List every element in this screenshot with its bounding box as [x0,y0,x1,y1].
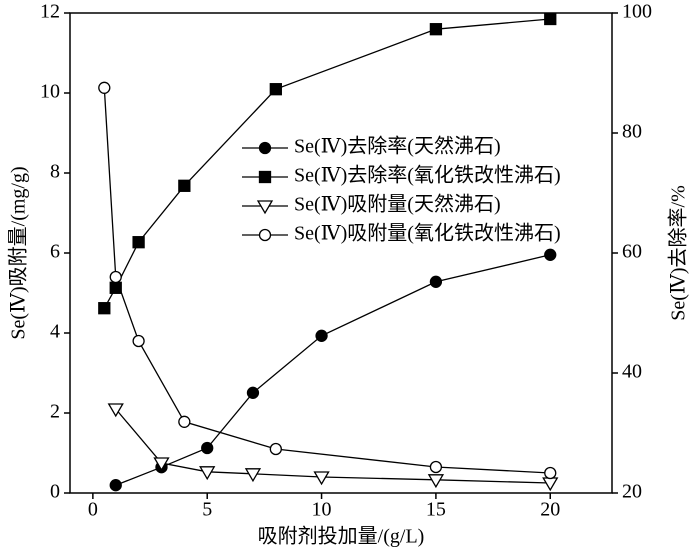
y2-tick-label: 100 [622,1,652,23]
y2-tick-label: 60 [622,241,642,263]
marker [429,23,443,36]
y2-axis-label: Se(Ⅳ)去除率/% [667,185,690,321]
marker [244,468,262,483]
y2-tick-label: 80 [622,121,642,143]
y-axis-label: Se(Ⅳ)吸附量/(mg/g) [7,166,30,339]
marker [178,415,191,428]
y-tick-label: 12 [40,1,60,23]
marker [107,403,124,418]
marker [542,477,559,492]
legend-label: Se(Ⅳ)吸附量(天然沸石) [294,193,501,216]
marker [201,441,214,455]
marker [109,270,122,284]
marker [178,179,191,192]
legend-label: Se(Ⅳ)去除率(氧化铁改性沸石) [294,164,561,187]
series-line [115,254,551,486]
marker [246,386,260,399]
y-tick-label: 10 [40,81,60,103]
legend-label: Se(Ⅳ)去除率(天然沸石) [294,135,501,158]
x-axis-label: 吸附剂投加量/(g/L) [258,525,425,548]
marker [132,236,145,249]
y-tick-label: 6 [50,241,60,263]
marker [544,12,557,26]
marker [199,466,216,481]
series-line [103,18,551,309]
x-tick-label: 10 [312,499,332,521]
marker [98,81,111,94]
y2-tick-label: 20 [622,481,642,503]
x-tick-label: 0 [88,499,98,521]
plot-frame [69,12,613,494]
marker [315,329,328,342]
x-tick-label: 15 [426,499,446,521]
marker [109,479,122,492]
legend-marker [258,228,272,242]
y-tick-label: 0 [50,481,60,503]
marker [313,471,330,486]
y-tick-label: 2 [50,401,60,423]
y-tick-label: 4 [50,321,60,343]
marker [98,302,111,315]
marker [132,334,145,348]
marker [427,474,445,489]
marker [153,457,170,472]
legend-marker [258,141,272,155]
x-tick-label: 5 [202,499,212,521]
x-tick-label: 20 [540,499,560,521]
legend-marker [256,200,274,215]
marker [544,248,557,261]
marker [544,466,557,480]
legend-label: Se(Ⅳ)吸附量(氧化铁改性沸石) [294,222,561,245]
marker [269,442,282,456]
marker [429,275,443,288]
y2-tick-label: 40 [622,361,642,383]
marker [429,460,443,474]
y-tick-label: 8 [50,161,60,183]
legend-marker [258,170,272,184]
marker [269,83,282,96]
